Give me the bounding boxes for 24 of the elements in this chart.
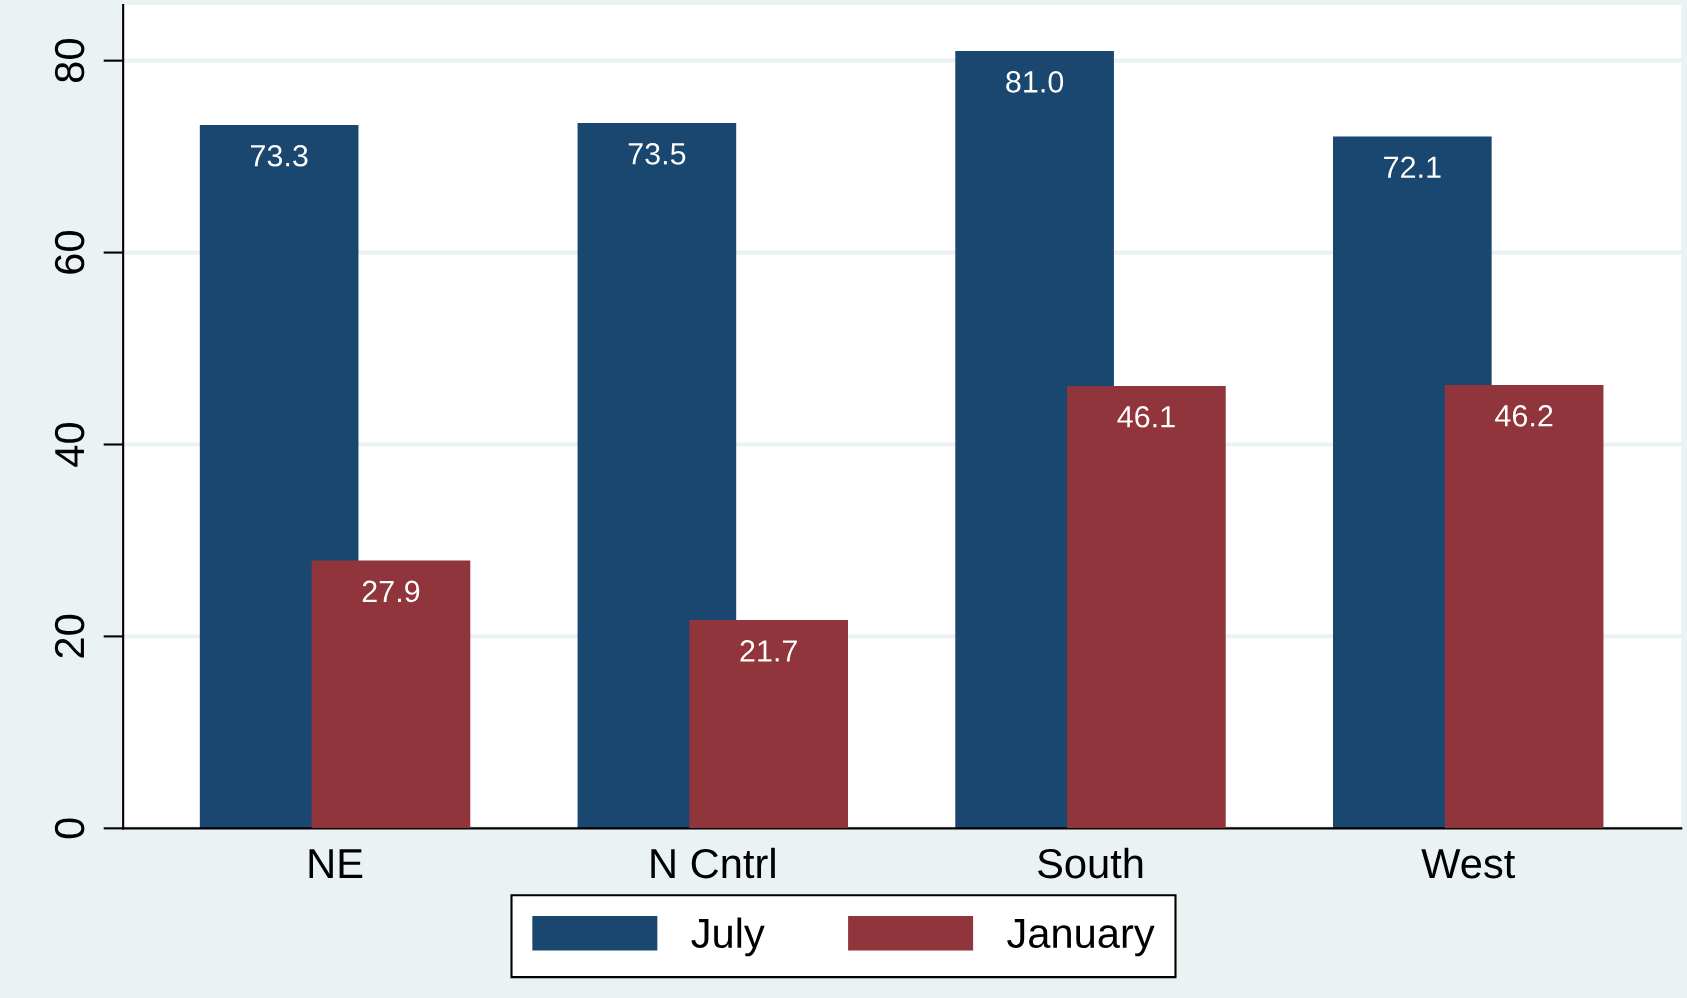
bar xyxy=(577,123,737,829)
bar xyxy=(689,620,848,829)
x-tick-label: South xyxy=(1037,847,1143,879)
data-label: 27.9 xyxy=(362,580,420,603)
bar xyxy=(1444,385,1604,829)
data-label: 81.0 xyxy=(1006,71,1064,93)
y-tick-label: 40 xyxy=(54,422,85,467)
legend-label: January xyxy=(1007,919,1155,957)
data-label: 46.1 xyxy=(1117,405,1175,428)
bar xyxy=(311,560,471,829)
x-tick-label: West xyxy=(1421,849,1516,879)
x-tick-label: NE xyxy=(309,849,363,878)
data-label: 73.5 xyxy=(628,143,686,165)
data-label: 46.2 xyxy=(1495,405,1553,427)
data-label: 72.1 xyxy=(1384,156,1441,178)
y-tick-label: 0 xyxy=(54,818,85,839)
y-tick-label: 20 xyxy=(54,614,85,658)
data-label: 73.3 xyxy=(250,144,308,167)
y-tick-label: 60 xyxy=(54,231,85,274)
legend-label: July xyxy=(691,917,765,957)
data-label: 21.7 xyxy=(740,640,797,662)
y-tick-label: 80 xyxy=(54,39,85,83)
bar xyxy=(1067,385,1226,829)
x-tick-label: N Cntrl xyxy=(651,847,775,879)
